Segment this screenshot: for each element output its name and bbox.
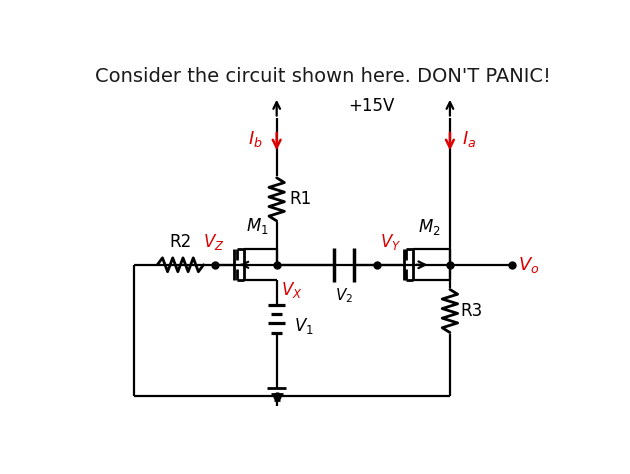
Text: R3: R3 (461, 302, 483, 320)
Text: $V_1$: $V_1$ (294, 316, 313, 337)
Text: $M_2$: $M_2$ (418, 217, 440, 237)
Text: $M_1$: $M_1$ (246, 216, 268, 236)
Text: R1: R1 (289, 191, 311, 209)
Text: R2: R2 (169, 233, 192, 251)
Text: $V_Y$: $V_Y$ (380, 232, 401, 253)
Text: $V_X$: $V_X$ (281, 280, 303, 300)
Text: Consider the circuit shown here. DON'T PANIC!: Consider the circuit shown here. DON'T P… (95, 67, 551, 86)
Text: +15V: +15V (348, 97, 394, 115)
Text: $I_a$: $I_a$ (462, 129, 476, 149)
Text: $V_o$: $V_o$ (518, 255, 539, 275)
Text: $V_Z$: $V_Z$ (203, 232, 224, 253)
Text: $I_b$: $I_b$ (248, 129, 263, 149)
Text: $V_2$: $V_2$ (335, 286, 353, 305)
